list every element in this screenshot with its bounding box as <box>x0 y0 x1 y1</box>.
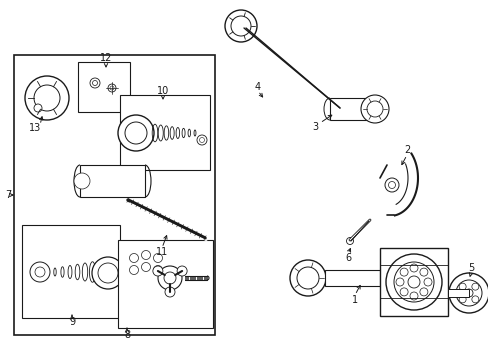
Circle shape <box>385 254 441 310</box>
Circle shape <box>458 296 465 303</box>
Circle shape <box>455 280 481 306</box>
Circle shape <box>419 288 427 296</box>
Circle shape <box>153 253 162 262</box>
Circle shape <box>224 10 257 42</box>
Text: 11: 11 <box>156 247 168 257</box>
Circle shape <box>34 85 60 111</box>
Circle shape <box>25 76 69 120</box>
Circle shape <box>464 289 472 297</box>
Circle shape <box>164 287 175 297</box>
Bar <box>120 95 209 170</box>
Circle shape <box>118 115 154 151</box>
Text: 13: 13 <box>29 123 41 133</box>
Circle shape <box>141 251 150 260</box>
Text: 10: 10 <box>157 86 169 96</box>
Circle shape <box>458 283 465 290</box>
Circle shape <box>129 253 138 262</box>
Circle shape <box>407 276 419 288</box>
Circle shape <box>360 95 388 123</box>
Circle shape <box>153 266 162 274</box>
Circle shape <box>384 178 398 192</box>
Text: 2: 2 <box>403 145 409 155</box>
Circle shape <box>393 262 433 302</box>
Circle shape <box>177 266 187 276</box>
Text: 6: 6 <box>344 253 350 263</box>
Circle shape <box>419 268 427 276</box>
Circle shape <box>30 262 50 282</box>
Text: 5: 5 <box>467 263 473 273</box>
Bar <box>447 289 468 297</box>
Circle shape <box>141 262 150 271</box>
Bar <box>329 98 369 120</box>
Circle shape <box>92 81 97 86</box>
Text: 1: 1 <box>351 295 357 305</box>
Circle shape <box>366 101 382 117</box>
Circle shape <box>110 86 114 90</box>
Bar <box>80 165 145 197</box>
Circle shape <box>108 84 116 92</box>
Text: 12: 12 <box>100 53 112 63</box>
Circle shape <box>125 122 147 144</box>
Circle shape <box>92 257 124 289</box>
Circle shape <box>199 138 204 143</box>
Text: 7: 7 <box>5 190 11 200</box>
Circle shape <box>399 288 407 296</box>
Bar <box>379 248 447 316</box>
Bar <box>22 225 120 318</box>
Circle shape <box>471 296 478 303</box>
Circle shape <box>163 272 176 284</box>
Circle shape <box>197 135 206 145</box>
Circle shape <box>129 266 138 274</box>
Circle shape <box>35 267 45 277</box>
Circle shape <box>471 283 478 290</box>
Circle shape <box>34 104 42 112</box>
Circle shape <box>230 16 250 36</box>
Bar <box>14 55 215 335</box>
Circle shape <box>153 266 163 276</box>
Bar <box>118 240 213 328</box>
Circle shape <box>346 238 353 244</box>
Circle shape <box>74 173 90 189</box>
Circle shape <box>399 268 407 276</box>
Circle shape <box>409 264 417 272</box>
Circle shape <box>395 278 403 286</box>
Text: 3: 3 <box>311 122 317 132</box>
Circle shape <box>387 181 395 189</box>
Circle shape <box>90 78 100 88</box>
Bar <box>325 270 379 286</box>
Circle shape <box>98 263 118 283</box>
Circle shape <box>409 292 417 300</box>
Circle shape <box>289 260 325 296</box>
Circle shape <box>423 278 431 286</box>
Circle shape <box>296 267 318 289</box>
Text: 9: 9 <box>69 317 75 327</box>
Circle shape <box>158 266 182 290</box>
Circle shape <box>448 273 488 313</box>
Text: 8: 8 <box>123 330 130 340</box>
Bar <box>78 62 130 112</box>
Text: 4: 4 <box>254 82 261 92</box>
